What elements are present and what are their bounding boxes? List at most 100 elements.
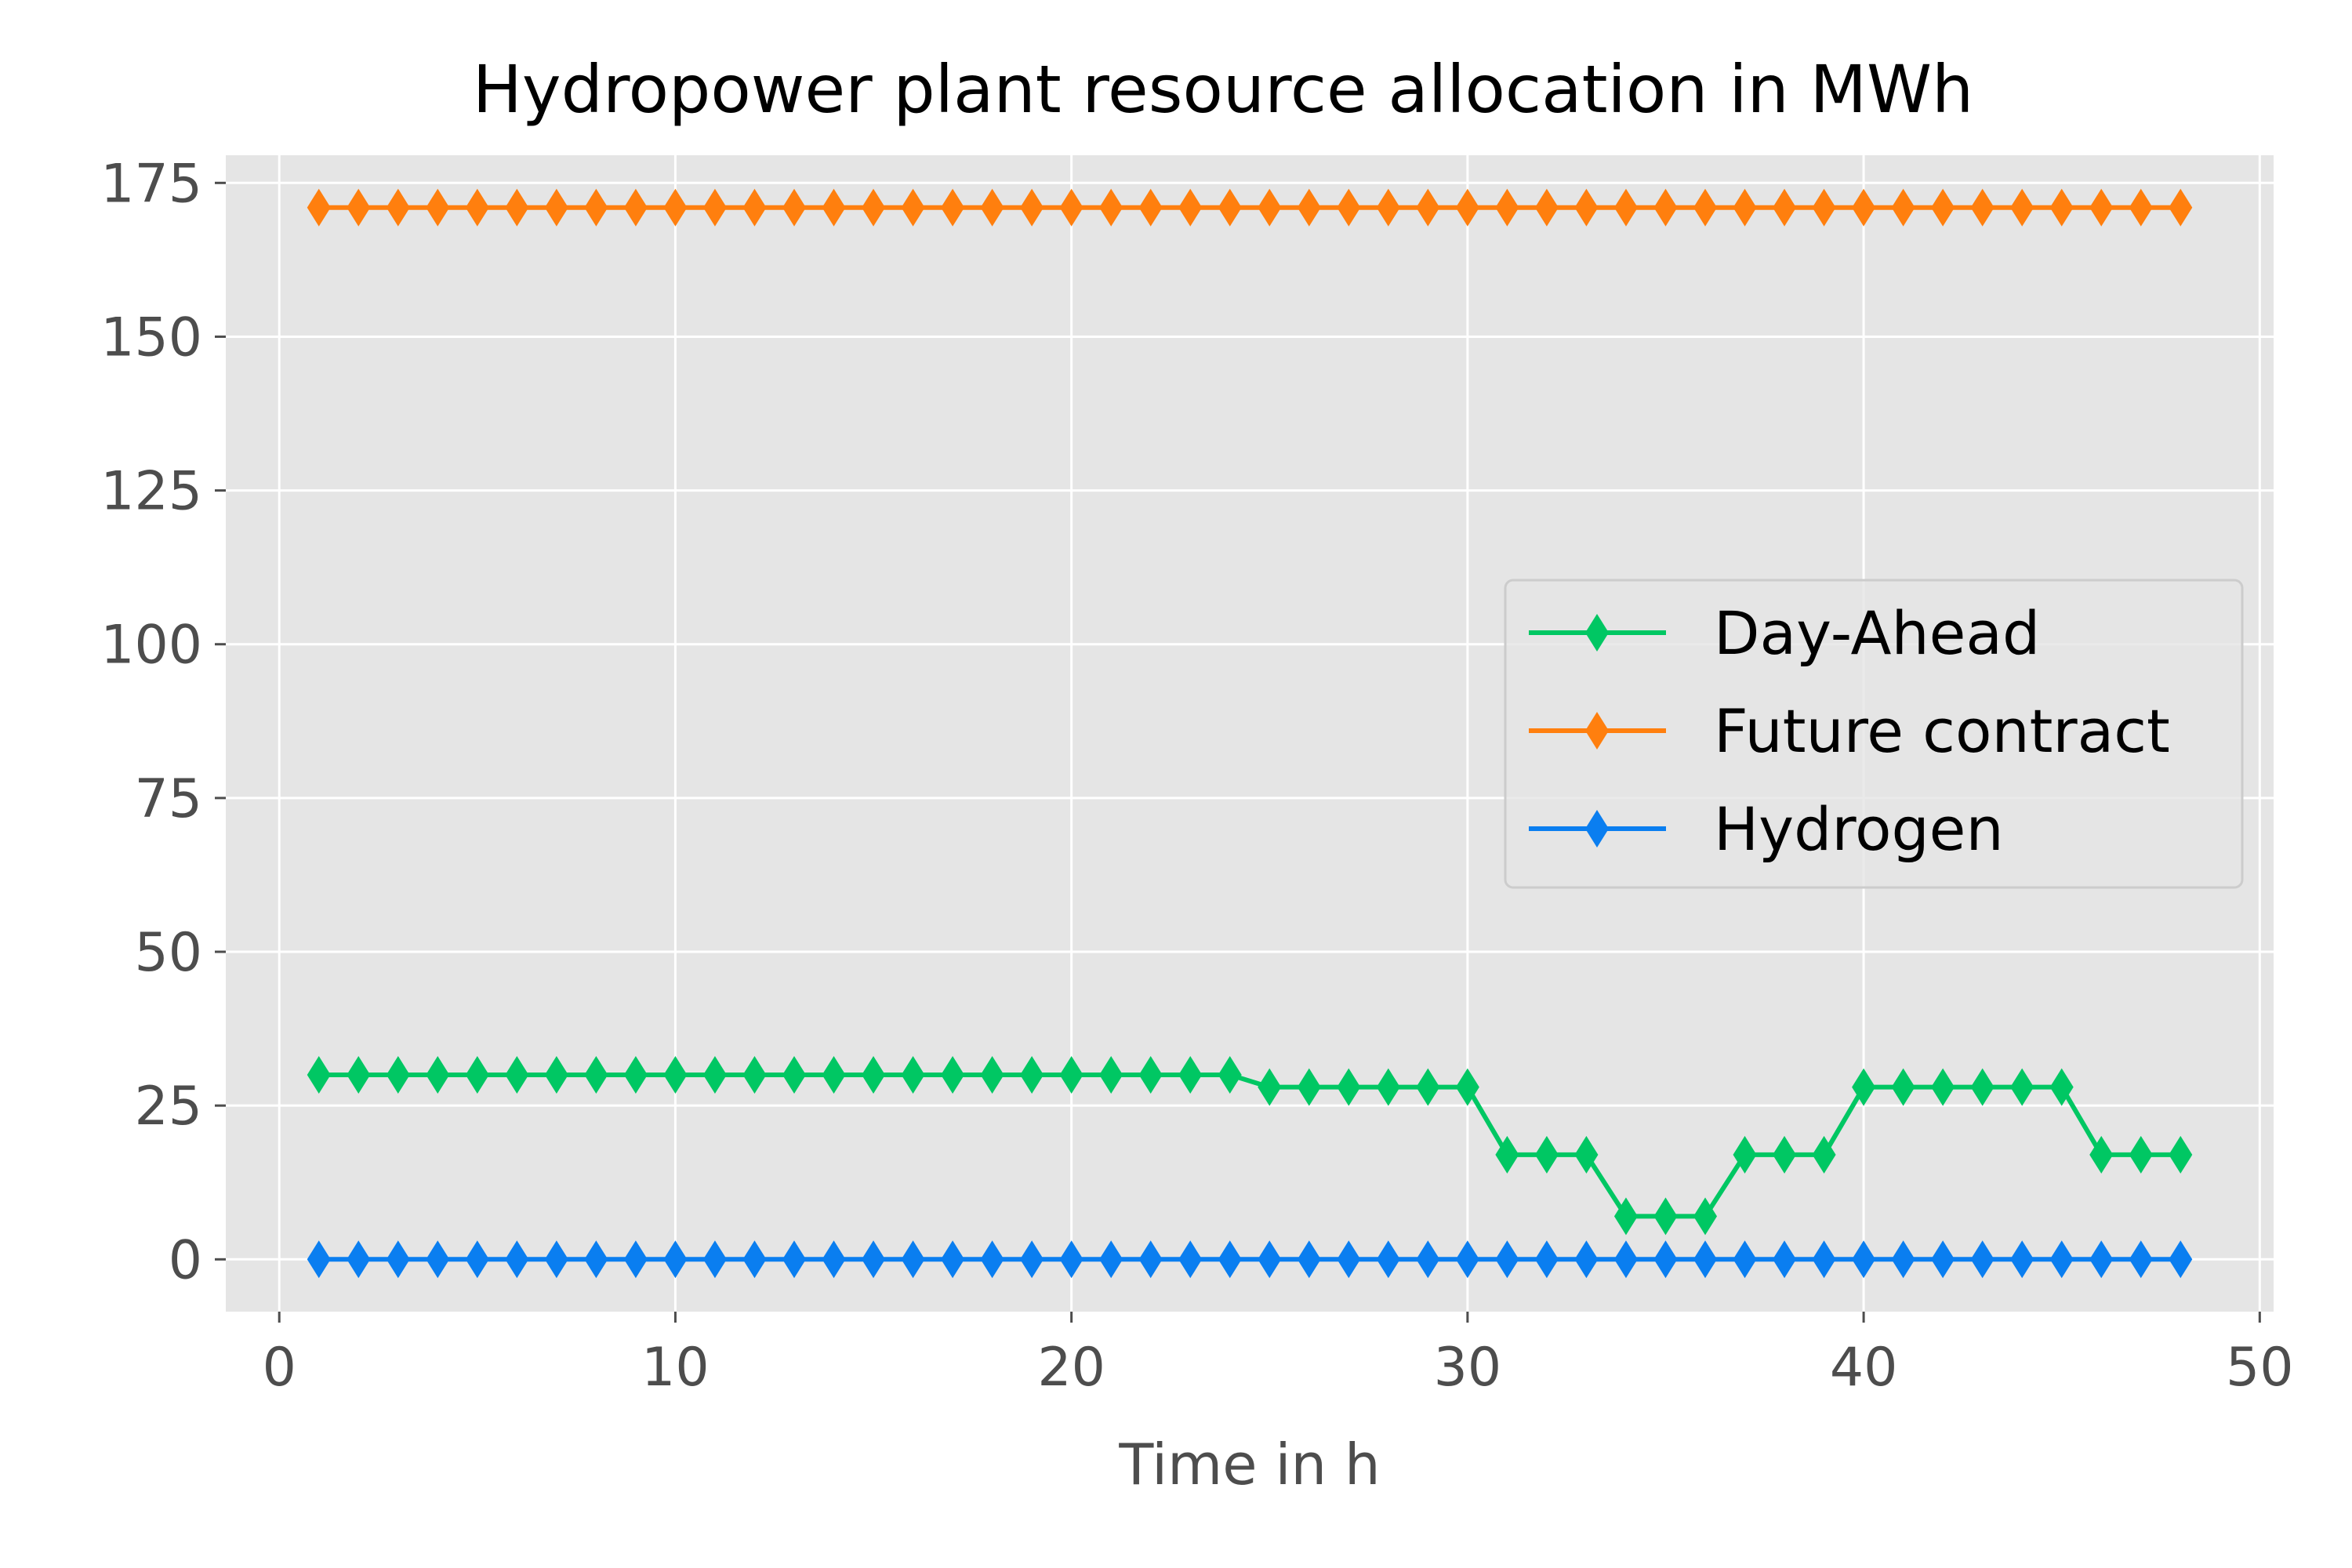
data-point	[1218, 1055, 1242, 1094]
data-point	[1178, 1240, 1203, 1279]
data-point	[901, 188, 925, 227]
data-point	[347, 1055, 371, 1094]
data-point	[1297, 1240, 1321, 1279]
data-point	[1693, 188, 1718, 227]
data-point	[307, 1240, 331, 1279]
data-point	[1337, 1240, 1361, 1279]
y-tick-label: 100	[100, 615, 202, 677]
data-point	[584, 1055, 608, 1094]
data-point	[426, 1055, 450, 1094]
data-point	[1574, 1135, 1599, 1174]
data-point	[782, 188, 806, 227]
data-point	[544, 188, 568, 227]
data-point	[1138, 1240, 1163, 1279]
data-point	[702, 1055, 727, 1094]
data-point	[822, 1055, 846, 1094]
series-day-ahead	[307, 1055, 2193, 1236]
data-point	[1218, 1240, 1242, 1279]
data-point	[1416, 188, 1440, 227]
data-point	[465, 188, 489, 227]
data-point	[2010, 1240, 2034, 1279]
data-point	[822, 188, 846, 227]
legend-item: Day-Ahead	[1529, 598, 2040, 668]
data-point	[941, 188, 965, 227]
data-point	[663, 188, 688, 227]
data-point	[1773, 188, 1797, 227]
data-point	[1178, 188, 1203, 227]
data-point	[1099, 1055, 1123, 1094]
data-point	[1733, 1135, 1757, 1174]
data-point	[1059, 188, 1083, 227]
data-point	[1455, 1068, 1479, 1106]
data-point	[980, 188, 1004, 227]
data-point	[1773, 1240, 1797, 1279]
y-tick-label: 50	[134, 922, 202, 984]
data-point	[1138, 1055, 1163, 1094]
x-axis-label: Time in h	[1118, 1432, 1380, 1497]
data-point	[1891, 188, 1915, 227]
data-point	[1376, 1068, 1400, 1106]
data-point	[1733, 1240, 1757, 1279]
data-point	[1653, 1197, 1678, 1236]
data-point	[1653, 188, 1678, 227]
data-point	[2169, 188, 2193, 227]
data-point	[1613, 1240, 1638, 1279]
data-point	[1812, 1240, 1836, 1279]
data-point	[2089, 188, 2114, 227]
legend-marker	[1585, 810, 1609, 848]
data-point	[862, 1240, 886, 1279]
data-point	[1178, 1055, 1203, 1094]
series-future-contract	[307, 188, 2193, 227]
legend-label: Day-Ahead	[1714, 598, 2040, 668]
legend-box	[1504, 579, 2244, 889]
data-point	[1852, 188, 1876, 227]
x-tick-label: 20	[1037, 1337, 1105, 1399]
data-point	[505, 1240, 529, 1279]
data-point	[386, 1240, 410, 1279]
data-point	[1970, 188, 1994, 227]
data-point	[584, 188, 608, 227]
data-point	[1020, 1240, 1044, 1279]
data-point	[782, 1240, 806, 1279]
data-point	[2169, 1240, 2193, 1279]
chart-title: Hydropower plant resource allocation in …	[473, 51, 1974, 128]
y-tick-label: 175	[100, 153, 202, 215]
data-point	[941, 1240, 965, 1279]
data-point	[2010, 1068, 2034, 1106]
data-point	[544, 1240, 568, 1279]
data-point	[1297, 1068, 1321, 1106]
x-tick-label: 10	[641, 1337, 710, 1399]
data-point	[1693, 1240, 1718, 1279]
legend: Day-Ahead Future contract Hydrogen	[1504, 579, 2244, 889]
data-point	[386, 188, 410, 227]
data-point	[1337, 188, 1361, 227]
data-point	[822, 1240, 846, 1279]
data-point	[465, 1240, 489, 1279]
data-point	[2089, 1135, 2114, 1174]
data-point	[2010, 188, 2034, 227]
data-point	[1653, 1240, 1678, 1279]
legend-item: Hydrogen	[1529, 794, 2004, 864]
series-hydrogen	[307, 1240, 2193, 1279]
data-point	[1297, 188, 1321, 227]
data-point	[426, 1240, 450, 1279]
data-point	[1495, 1240, 1519, 1279]
data-point	[1376, 1240, 1400, 1279]
data-point	[1059, 1240, 1083, 1279]
data-point	[584, 1240, 608, 1279]
data-point	[742, 1055, 767, 1094]
data-point	[347, 1240, 371, 1279]
data-point	[1099, 188, 1123, 227]
data-point	[307, 1055, 331, 1094]
data-point	[623, 1055, 648, 1094]
data-point	[901, 1055, 925, 1094]
data-point	[465, 1055, 489, 1094]
data-point	[1852, 1068, 1876, 1106]
data-point	[782, 1055, 806, 1094]
data-point	[1970, 1068, 1994, 1106]
data-point	[544, 1055, 568, 1094]
data-point	[1931, 1068, 1955, 1106]
y-tick-label: 150	[100, 307, 202, 368]
x-tick-label: 30	[1434, 1337, 1502, 1399]
